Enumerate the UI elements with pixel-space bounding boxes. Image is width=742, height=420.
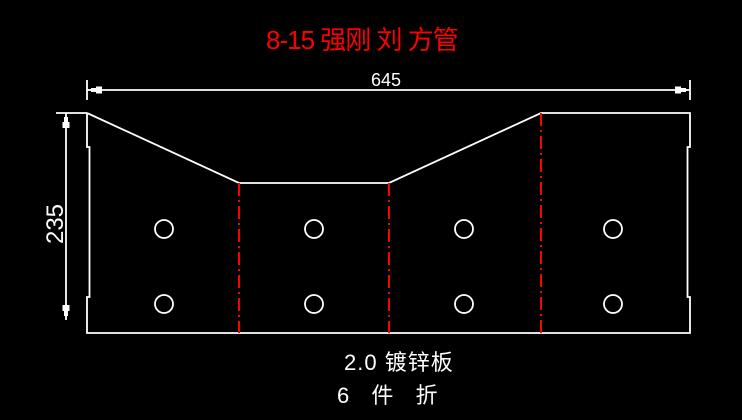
svg-text:235: 235 (42, 204, 69, 244)
